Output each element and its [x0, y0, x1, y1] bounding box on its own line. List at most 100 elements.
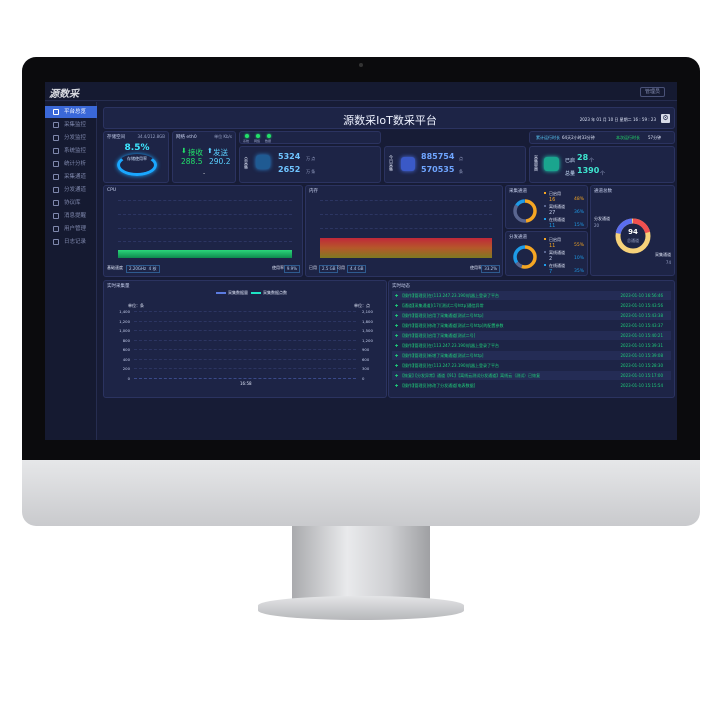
legend-swatch-1 [216, 292, 226, 294]
channel-total-caption: 总通道 [627, 238, 639, 243]
memory-usage: 33.2% [481, 265, 500, 273]
event-row[interactable]: ✚ 【操作】 [管理员]修改了采集通道[测试二号http]的配置参数 2023-01-… [392, 321, 671, 330]
event-time: 2023-01-10 15:43:38 [620, 313, 663, 318]
channel-donut [513, 199, 537, 223]
event-row[interactable]: ✚ 【操作】 [管理员]启用了采集通道[测试二号] 2023-01-10 15:40:… [392, 331, 671, 340]
event-row[interactable]: ✚ 【操作】 [管理员]在(113.247.23.190)机器上登录了平台 2023-… [392, 361, 671, 370]
gridline [134, 330, 356, 331]
sidebar-item-label: 采集通道 [64, 174, 87, 180]
enabled-label: 已启 [565, 158, 576, 164]
legend-dot [544, 205, 546, 207]
event-row[interactable]: ✚ 【操作】 [管理员]在(113.247.23.190)机器上登录了平台 2023-… [392, 291, 671, 300]
event-text: [管理员]修改了采集通道[测试二号http]的配置参数 [413, 323, 504, 328]
send-value: 290.2 [209, 157, 231, 166]
container-label: 采集容器 [534, 155, 539, 171]
enabled-unit: 个 [589, 158, 595, 164]
monitor-stand [292, 526, 430, 600]
today-collect-card: 今日采集 885754 点 570535 条 [384, 146, 526, 183]
legend-dot [544, 251, 546, 253]
plus-icon: ✚ [395, 303, 399, 308]
sidebar-item-6[interactable]: 分发通道 [45, 184, 97, 196]
channel-pct: 48% [574, 197, 585, 202]
events-title: 实时动态 [392, 284, 410, 289]
event-row[interactable]: ✚ 【操作】 [管理员]修改了分发通道[电表数据] 2023-01-10 15:15:… [392, 381, 671, 390]
memory-panel: 内存 已用 2.5 GB 可用 4.4 GB 使用率 33.2% [305, 185, 503, 277]
legend-swatch-2 [251, 292, 261, 294]
legend-dot [544, 264, 546, 266]
sidebar-item-10[interactable]: 日志记录 [45, 236, 97, 248]
status-lights: 系统 网络 数据 [239, 131, 381, 144]
channel-total-panel: 通道总数 94 总通道 分发通道 20 采集通道 74 [590, 185, 675, 276]
channel-legend-label: 离线通道 [549, 204, 565, 209]
collect-count: 74 [665, 260, 671, 265]
sidebar-item-3[interactable]: 系统监控 [45, 145, 97, 157]
memory-used-label: 已用 [309, 265, 317, 270]
event-text: [管理员]启用了采集通道[测试二号http] [413, 313, 484, 318]
event-time: 2023-01-10 15:39:31 [620, 343, 663, 348]
cpu-cores: 4 核 [148, 266, 157, 271]
plus-icon: ✚ [395, 343, 399, 348]
donut-segment [513, 199, 537, 223]
event-tag: 【操作】 [400, 333, 416, 338]
gridline [134, 349, 356, 350]
menu-icon [53, 239, 59, 245]
fullscreen-icon[interactable]: ⚙ [661, 114, 670, 123]
event-time: 2023-01-10 15:15:54 [620, 383, 663, 388]
menu-icon [53, 213, 59, 219]
menu-icon [53, 148, 59, 154]
plus-icon: ✚ [395, 373, 399, 378]
sidebar-item-1[interactable]: 采集监控 [45, 119, 97, 131]
monitor-base [258, 596, 464, 620]
cpu-freq-box: 2.20GHz 4 核 [126, 265, 160, 273]
container-icon [544, 157, 559, 171]
plus-icon: ✚ [395, 293, 399, 298]
collect-label: 采集通道 [655, 252, 671, 257]
cpu-freq: 2.20GHz [129, 266, 147, 271]
sidebar-item-label: 分发监控 [64, 135, 87, 141]
event-tag: 【通道】 [400, 303, 416, 308]
event-tag: 【操作】 [400, 313, 416, 318]
sidebar-item-0[interactable]: 平台总览 [45, 106, 97, 118]
admin-button[interactable]: 管理员 [640, 87, 665, 97]
channel-total-count: 94 [628, 228, 638, 236]
sidebar-item-9[interactable]: 用户管理 [45, 223, 97, 235]
memory-used: 2.5 GB [319, 265, 339, 273]
status-light-label: 网络 [254, 139, 261, 143]
memory-title: 内存 [309, 189, 318, 194]
dist-count: 20 [594, 223, 600, 228]
y-tick-right: 300 [362, 366, 370, 371]
sidebar-item-4[interactable]: 统计分析 [45, 158, 97, 170]
legend-label-2: 采集数据点数 [263, 290, 287, 295]
channel-count: 27 [549, 210, 556, 216]
sidebar-item-2[interactable]: 分发监控 [45, 132, 97, 144]
memory-usage-label: 使用率 [470, 265, 482, 270]
event-row[interactable]: ✚ 【恢复】 【分发异常】通道【91】【离线云测试分发通道】离线云（测试）已恢复 20… [392, 371, 671, 380]
sidebar-item-label: 统计分析 [64, 161, 87, 167]
sidebar-item-label: 系统监控 [64, 148, 87, 154]
channel-legend-label: 离线通道 [549, 250, 565, 255]
event-row[interactable]: ✚ 【通道】 [采集通道](17)[测试二号http]通信异常 2023-01-10 … [392, 301, 671, 310]
legend-dot [544, 192, 546, 194]
storage-caption: 存储使用率 [127, 156, 147, 161]
sidebar-item-8[interactable]: 消息提醒 [45, 210, 97, 222]
sidebar-item-label: 日志记录 [64, 239, 87, 245]
legend-label-1: 采集数据量 [228, 290, 248, 295]
send-label: 发送 [213, 148, 228, 157]
menu-icon [53, 200, 59, 206]
event-row[interactable]: ✚ 【操作】 [管理员]启用了采集通道[测试二号http] 2023-01-10 15… [392, 311, 671, 320]
today-rows-unit: 条 [459, 169, 463, 174]
event-row[interactable]: ✚ 【操作】 [管理员]新增了采集通道[测试二号http] 2023-01-10 15… [392, 351, 671, 360]
dist-channel-arc [615, 218, 651, 254]
sidebar-item-7[interactable]: 协议库 [45, 197, 97, 209]
total-count: 1390 [577, 166, 600, 175]
sidebar-item-5[interactable]: 采集通道 [45, 171, 97, 183]
event-row[interactable]: ✚ 【操作】 [管理员]在(113.247.23.190)机器上登录了平台 2023-… [392, 341, 671, 350]
event-tag: 【操作】 [400, 363, 416, 368]
channel-total-title: 通道总数 [594, 189, 612, 194]
memory-usage-area [320, 238, 492, 258]
event-tag: 【恢复】 [400, 373, 416, 378]
menu-icon [53, 109, 59, 115]
webcam [359, 63, 363, 67]
header-panel: 源数采IoT数采平台 2023 年 01 月 10 日 星期二 16 : 59 … [103, 107, 675, 129]
y-tick-left: 800 [122, 337, 130, 343]
